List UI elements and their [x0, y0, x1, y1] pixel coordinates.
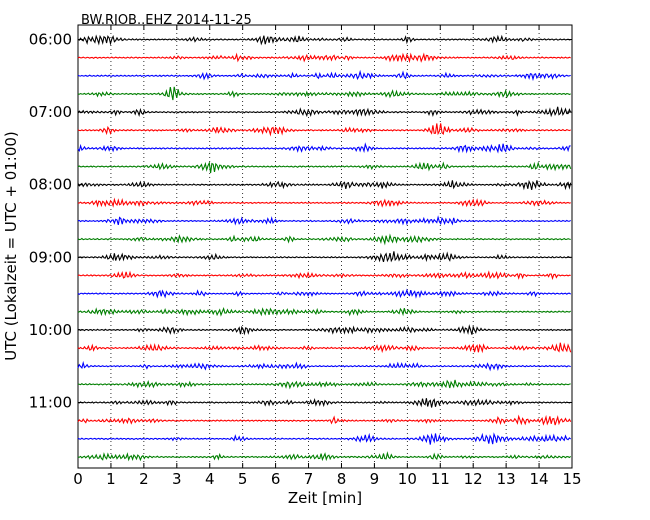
x-tick-label: 7	[304, 470, 314, 488]
x-tick-label: 9	[370, 470, 380, 488]
x-tick-label: 12	[464, 470, 483, 488]
trace-0600	[77, 34, 571, 46]
y-tick-label: 07:00	[29, 103, 72, 121]
x-tick-label: 4	[205, 470, 215, 488]
trace-0930	[77, 288, 572, 299]
trace-0730	[77, 142, 571, 154]
trace-0845	[77, 233, 571, 246]
x-tick-label: 6	[271, 470, 281, 488]
y-tick-label: 09:00	[29, 248, 72, 266]
x-tick-label: 0	[73, 470, 83, 488]
x-tick-label: 3	[172, 470, 182, 488]
x-tick-label: 8	[337, 470, 347, 488]
trace-1115	[77, 414, 572, 426]
x-tick-label: 11	[431, 470, 450, 488]
x-tick-label: 13	[497, 470, 516, 488]
x-axis-ticks: 0 1 2 3 4 5 6 7 8 9 10 11 12 13 14 15	[73, 25, 582, 488]
y-tick-label: 10:00	[29, 321, 72, 339]
trace-0745	[77, 160, 572, 173]
trace-1000	[77, 324, 571, 336]
seismogram-traces	[77, 34, 572, 462]
trace-0630	[77, 69, 571, 82]
trace-0700	[77, 106, 572, 118]
y-axis-ticks: 06:00 07:00 08:00 09:00 10:00 11:00	[29, 31, 572, 412]
trace-0830	[77, 215, 571, 226]
x-tick-label: 15	[562, 470, 581, 488]
x-tick-label: 10	[398, 470, 417, 488]
trace-0815	[77, 197, 571, 208]
trace-0915	[77, 270, 571, 281]
trace-0615	[77, 52, 571, 64]
y-tick-label: 08:00	[29, 176, 72, 194]
trace-0800	[77, 179, 572, 191]
trace-0715	[77, 123, 571, 137]
plot-frame	[77, 24, 573, 469]
trace-1145	[77, 451, 572, 462]
y-tick-label: 06:00	[29, 31, 72, 49]
trace-1100	[77, 397, 571, 408]
trace-1045	[77, 379, 571, 390]
x-tick-label: 2	[139, 470, 149, 488]
trace-1030	[77, 360, 571, 372]
trace-0900	[77, 251, 571, 263]
trace-0945	[77, 307, 572, 317]
x-axis-label: Zeit [min]	[288, 489, 362, 507]
x-tick-label: 1	[106, 470, 116, 488]
x-tick-label: 14	[530, 470, 549, 488]
y-tick-label: 11:00	[29, 394, 72, 412]
trace-0645	[77, 86, 571, 101]
y-axis-label: UTC (Lokalzeit = UTC + 01:00)	[2, 131, 20, 361]
chart-title: BW.RJOB..EHZ 2014-11-25	[81, 13, 252, 28]
x-tick-label: 5	[238, 470, 248, 488]
trace-1130	[77, 432, 572, 445]
trace-1015	[77, 342, 572, 354]
